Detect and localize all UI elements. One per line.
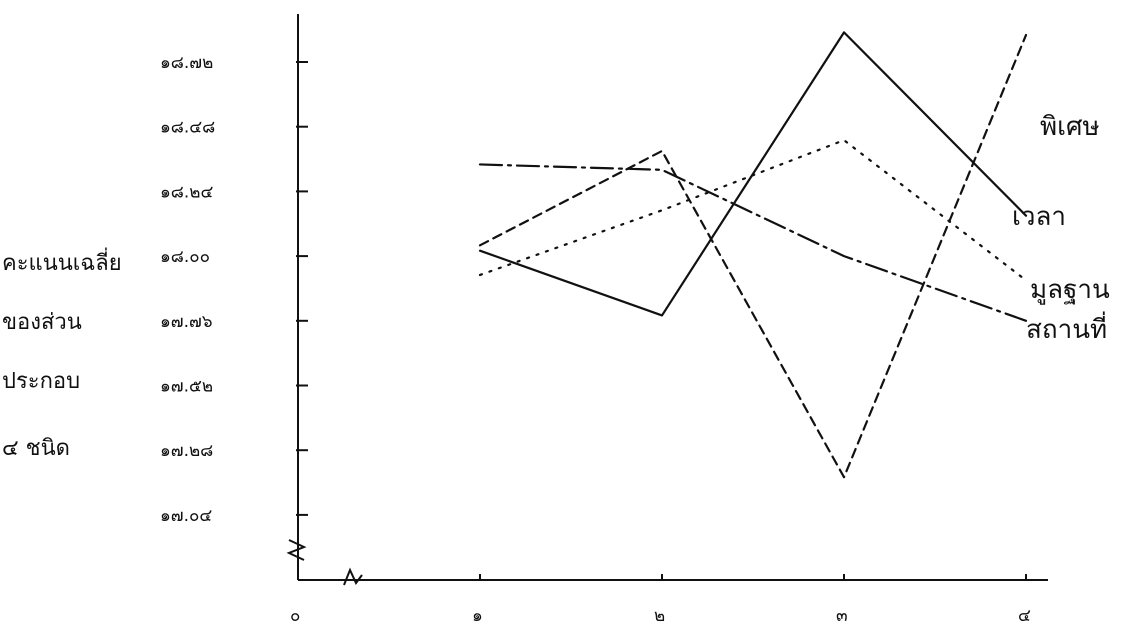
x-tick-label: ๔: [1018, 606, 1031, 626]
y-tick-label: ๑๘.๐๐: [160, 247, 210, 267]
series-line-1: [478, 33, 1028, 479]
legend-label-4: สถานที่: [1026, 311, 1107, 345]
y-tick-label: ๑๗.๒๘: [160, 441, 213, 461]
y-tick-label: ๑๗.๗๖: [160, 312, 213, 332]
y-axis-title-line-1: คะแนนเฉลี่ย: [2, 251, 122, 276]
x-tick-label: ๓: [836, 606, 848, 626]
legend-label-2: เวลา: [1012, 202, 1066, 232]
y-tick-label: ๑๘.๗๒: [160, 53, 213, 73]
series-line-4: [478, 163, 1028, 322]
y-tick-label: ๑๘.๔๘: [160, 118, 215, 138]
y-tick-label: ๑๘.๒๔: [160, 182, 214, 202]
y-tick-label: ๑๗.๐๔: [160, 506, 212, 526]
series-line-2: [478, 31, 1028, 317]
x-tick-label: ๒: [654, 606, 665, 626]
y-axis-title-line-2: ของส่วน: [2, 310, 82, 335]
legend-label-1: พิเศษ: [1040, 112, 1100, 142]
x-tick-label: ๐: [290, 606, 300, 626]
y-axis-title-line-4: ๔ ชนิด: [2, 436, 70, 461]
x-tick-label: ๑: [472, 606, 483, 626]
y-axis-title-line-3: ประกอบ: [2, 369, 81, 394]
legend-label-3: มูลฐาน: [1030, 275, 1110, 305]
y-axis-break-mark: [286, 539, 307, 561]
y-tick-label: ๑๗.๕๒: [160, 377, 213, 397]
x-axis-break-mark: [343, 567, 363, 586]
series-line-3: [478, 139, 1028, 282]
